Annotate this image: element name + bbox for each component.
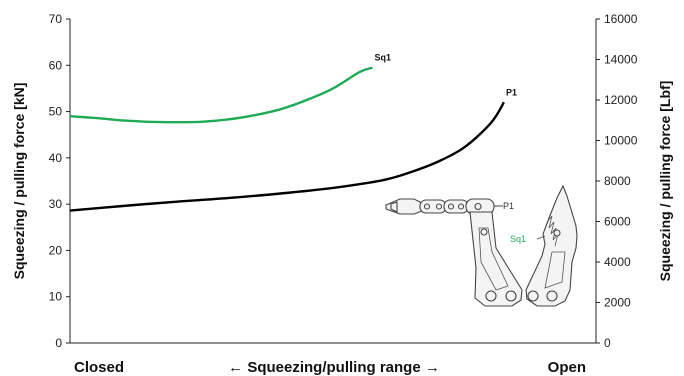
left-y-axis-ticks: 0 10 20 30 40 50 60 70 xyxy=(49,12,70,350)
x-axis-range-label: ← Squeezing/pulling range → xyxy=(228,359,440,376)
series-layer: Sq1 P1 xyxy=(69,53,517,212)
right-arm-drawing xyxy=(525,184,578,307)
right-y-tick-label: 8000 xyxy=(604,174,631,188)
right-y-tick-label: 12000 xyxy=(604,93,638,107)
right-y-tick-label: 14000 xyxy=(604,53,638,67)
tool-schematic: P1 Sq1 xyxy=(385,184,578,307)
left-arm-drawing xyxy=(469,211,523,307)
inset-label-p1: P1 xyxy=(503,201,514,211)
right-y-tick-label: 6000 xyxy=(604,215,631,229)
right-y-axis-title: Squeezing / pulling force [Lbf] xyxy=(657,81,673,282)
series-label-sq1: Sq1 xyxy=(374,53,391,63)
inset-label-sq1: Sq1 xyxy=(510,234,526,244)
right-y-tick-label: 2000 xyxy=(604,296,631,310)
right-y-tick-label: 16000 xyxy=(604,12,638,26)
left-y-axis-title: Squeezing / pulling force [kN] xyxy=(11,83,27,280)
left-y-tick-label: 60 xyxy=(49,58,63,72)
left-y-tick-label: 10 xyxy=(49,290,63,304)
right-y-tick-label: 4000 xyxy=(604,255,631,269)
left-y-tick-label: 0 xyxy=(55,336,62,350)
x-label-closed: Closed xyxy=(74,359,124,376)
right-y-tick-label: 10000 xyxy=(604,134,638,148)
series-line-p1 xyxy=(69,101,505,212)
series-line-sq1 xyxy=(69,66,373,124)
right-y-tick-label: 0 xyxy=(604,336,611,350)
pulling-chain-drawing xyxy=(385,198,503,215)
x-label-open: Open xyxy=(548,359,586,376)
left-y-tick-label: 20 xyxy=(49,243,63,257)
right-y-axis-ticks: 0 2000 4000 6000 8000 10000 12000 14000 16000 xyxy=(596,12,638,350)
left-y-tick-label: 30 xyxy=(49,197,63,211)
left-y-tick-label: 50 xyxy=(49,105,63,119)
series-label-p1: P1 xyxy=(506,87,517,97)
left-y-tick-label: 40 xyxy=(49,151,63,165)
left-y-tick-label: 70 xyxy=(49,12,63,26)
